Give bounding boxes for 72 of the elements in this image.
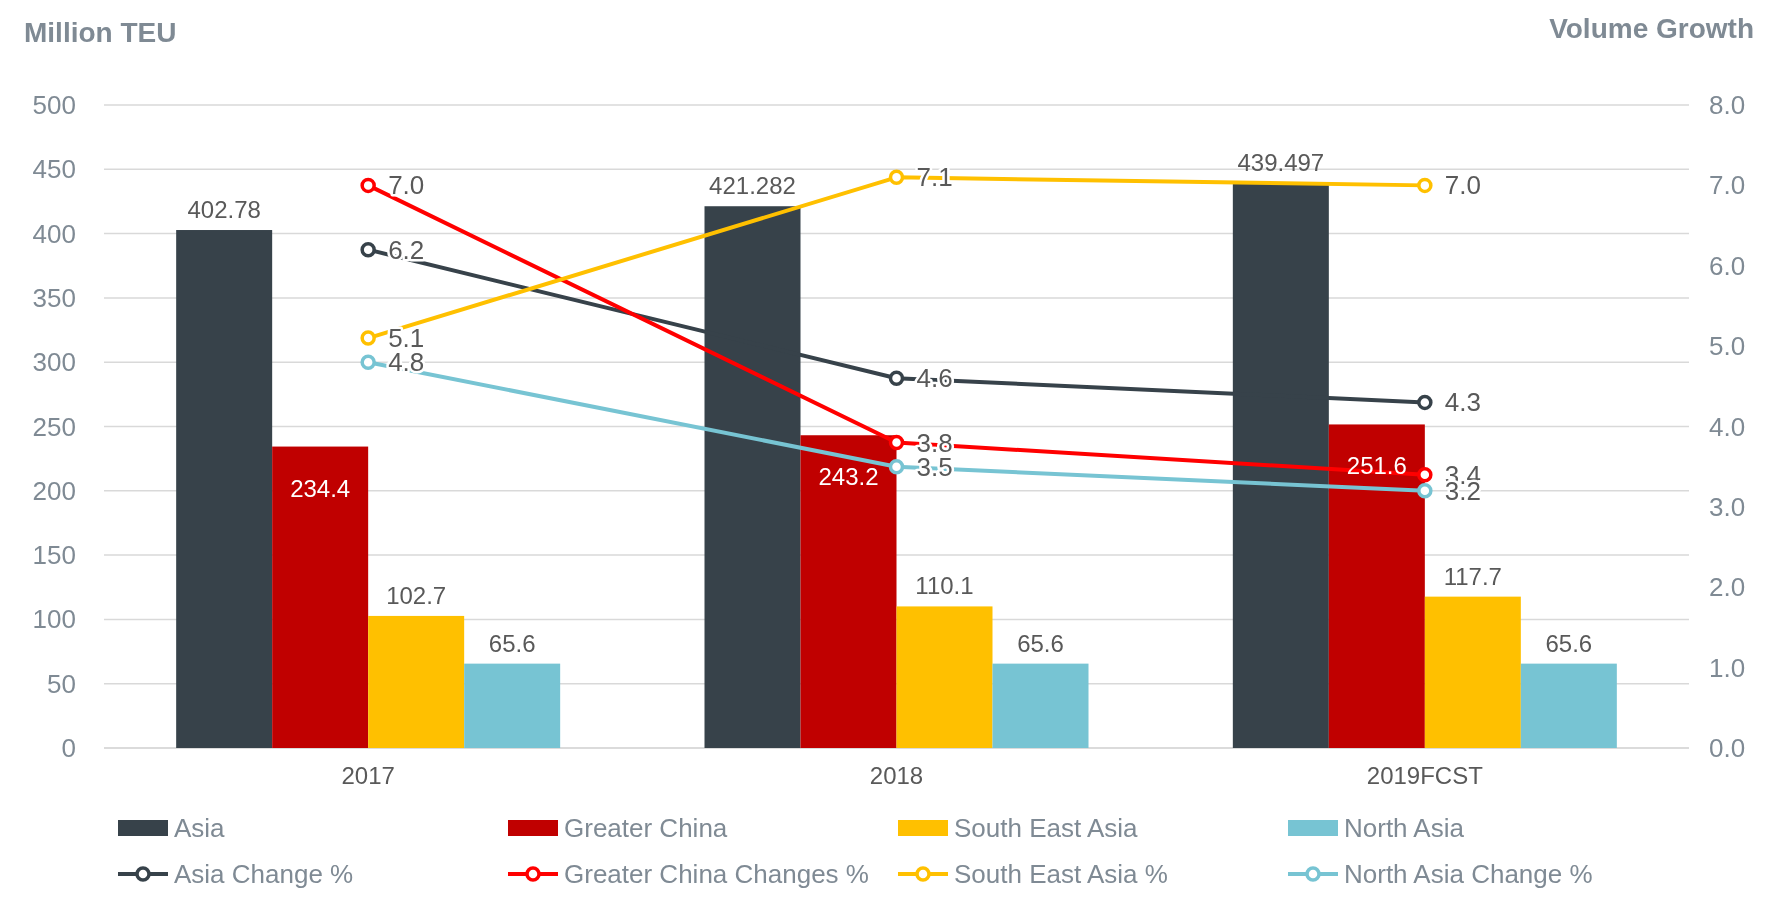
data-label: 439.497 xyxy=(1237,148,1325,176)
y-tick-label: 450 xyxy=(32,154,76,185)
point xyxy=(888,370,905,387)
x-tick-label: 2019FCST xyxy=(1366,762,1484,789)
x-tick-label: 2017 xyxy=(341,762,395,789)
data-label: 117.7 xyxy=(1443,562,1502,590)
data-label: 234.4 xyxy=(290,474,351,502)
y-tick-label: 400 xyxy=(32,218,76,249)
y2-tick-label: 3.0 xyxy=(1709,491,1746,522)
bar xyxy=(272,446,369,748)
data-label: 7.0 xyxy=(388,170,425,201)
y2-tick-label: 8.0 xyxy=(1709,90,1746,120)
data-label: 102.7 xyxy=(386,581,447,609)
point xyxy=(1417,177,1433,194)
y2-tick-label: 1.0 xyxy=(1709,652,1746,683)
bar xyxy=(896,606,993,748)
point xyxy=(360,354,376,370)
point xyxy=(360,177,376,194)
y-tick-label: 50 xyxy=(47,668,76,699)
bar xyxy=(800,435,897,748)
point xyxy=(1417,483,1433,499)
data-label: 65.6 xyxy=(488,629,536,657)
y2-tick-label: 2.0 xyxy=(1709,572,1746,603)
y2-tick-label: 4.0 xyxy=(1709,411,1746,442)
point xyxy=(1417,466,1433,483)
legend-label: Asia xyxy=(174,813,226,843)
point xyxy=(888,434,905,451)
y-tick-label: 350 xyxy=(32,282,76,313)
data-label: 110.1 xyxy=(915,572,974,600)
data-label: 421.282 xyxy=(709,172,796,200)
point xyxy=(888,458,905,475)
legend-label: North Asia Change % xyxy=(1344,859,1593,889)
y-tick-label: 500 xyxy=(32,90,76,120)
bar xyxy=(1328,424,1425,748)
data-label: 6.2 xyxy=(388,234,425,265)
bar xyxy=(368,615,465,748)
point xyxy=(1417,394,1433,411)
y-tick-label: 100 xyxy=(32,604,76,635)
legend-label: South East Asia % xyxy=(954,859,1168,889)
data-label: 4.3 xyxy=(1444,387,1481,418)
y-tick-label: 150 xyxy=(32,540,76,571)
data-label: 7.0 xyxy=(1444,170,1481,201)
data-label: 402.78 xyxy=(187,196,261,224)
legend-label: Greater China xyxy=(564,813,728,843)
y2-axis-title: Volume Growth xyxy=(1549,13,1754,44)
y-tick-label: 0 xyxy=(61,733,76,763)
bar xyxy=(176,230,273,748)
y-tick-label: 250 xyxy=(32,411,76,442)
legend-label: Asia Change % xyxy=(174,859,354,889)
data-label: 251.6 xyxy=(1346,452,1407,480)
legend-label: North Asia xyxy=(1344,813,1465,843)
point xyxy=(360,241,376,258)
legend-label: Greater China Changes % xyxy=(564,859,869,889)
data-label: 65.6 xyxy=(1545,629,1593,657)
x-tick-label: 2018 xyxy=(869,762,924,789)
bar xyxy=(1520,663,1617,748)
legend-label: South East Asia xyxy=(954,813,1139,843)
data-label: 243.2 xyxy=(818,463,879,491)
y2-tick-label: 6.0 xyxy=(1709,250,1746,281)
point xyxy=(888,169,905,186)
point xyxy=(360,330,376,346)
bar xyxy=(464,663,561,748)
y2-tick-label: 5.0 xyxy=(1709,331,1746,362)
y2-tick-label: 0.0 xyxy=(1709,733,1746,763)
y-tick-label: 300 xyxy=(32,347,76,378)
data-label: 5.1 xyxy=(388,323,425,354)
bar xyxy=(992,663,1089,748)
y-tick-label: 200 xyxy=(32,475,76,506)
bar xyxy=(1424,596,1521,748)
y2-tick-label: 7.0 xyxy=(1709,170,1746,201)
data-label: 65.6 xyxy=(1017,629,1064,657)
y-axis-title: Million TEU xyxy=(24,17,177,48)
